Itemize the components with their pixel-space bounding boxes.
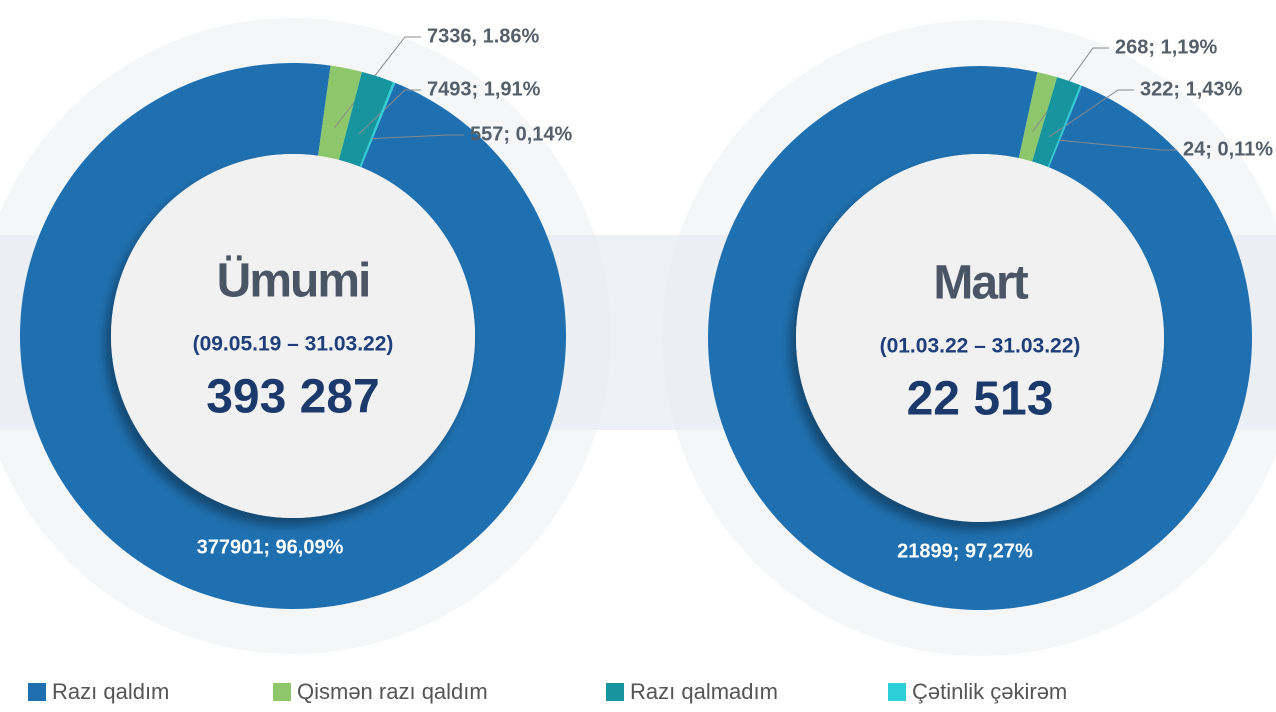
slice [338, 71, 394, 167]
data-label: 268; 1,19% [1115, 36, 1218, 58]
legend-swatch [888, 683, 906, 701]
legend-swatch [273, 683, 291, 701]
legend-swatch [606, 683, 624, 701]
data-label: 7493; 1,91% [427, 78, 541, 100]
inner-circle [796, 154, 1164, 522]
center-title: Ümumi [217, 255, 370, 308]
slice [318, 65, 362, 160]
legend-label: Razı qaldım [52, 679, 169, 704]
data-label: 322; 1,43% [1140, 78, 1243, 100]
data-label: 24; 0,11% [1183, 138, 1273, 160]
data-label: 377901; 96,09% [197, 536, 344, 558]
center-total: 22 513 [907, 373, 1054, 426]
center-total: 393 287 [206, 371, 380, 424]
data-label: 557; 0,14% [470, 123, 573, 145]
legend-label: Qismən razı qaldım [297, 679, 488, 704]
legend-swatch [28, 683, 46, 701]
slice [1047, 85, 1082, 168]
leader-line [371, 134, 464, 140]
slice [20, 63, 567, 610]
legend-label: Razı qalmadım [630, 679, 778, 704]
data-label: 7336, 1.86% [427, 25, 540, 47]
center-subtitle: (01.03.22 – 31.03.22) [880, 335, 1081, 358]
slice [359, 81, 396, 168]
leader-line [358, 89, 421, 135]
slice [708, 66, 1252, 611]
data-label: 21899; 97,27% [897, 540, 1033, 562]
leader-line [1059, 139, 1177, 151]
inner-circle [111, 154, 475, 518]
slice [1032, 77, 1081, 167]
slice [1018, 72, 1058, 162]
leader-line [1049, 89, 1134, 138]
center-title: Mart [933, 257, 1028, 310]
legend-label: Çətinlik çəkirəm [912, 679, 1067, 704]
center-subtitle: (09.05.19 – 31.03.22) [193, 333, 394, 356]
